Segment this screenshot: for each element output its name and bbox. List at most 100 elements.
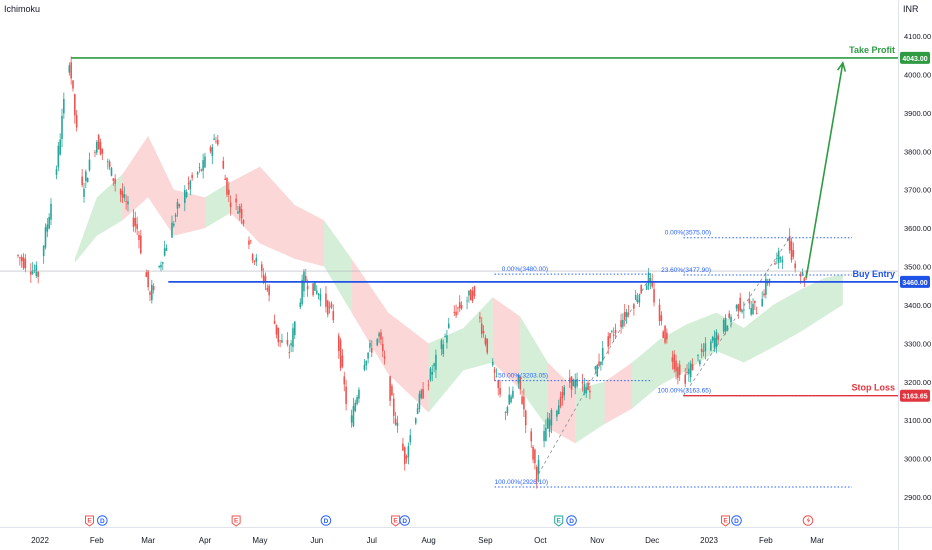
y-tick-label: 2900.00 xyxy=(904,493,931,502)
candle-body xyxy=(363,364,366,370)
candle-body xyxy=(634,294,637,300)
candle-body xyxy=(691,364,694,371)
y-tick-label: 4000.00 xyxy=(904,70,931,79)
candle-body xyxy=(776,257,778,259)
candle-body xyxy=(216,139,219,145)
candle-body xyxy=(189,180,192,190)
candle-body xyxy=(68,65,71,73)
candle-body xyxy=(185,191,188,197)
candle-body xyxy=(499,387,501,395)
ichimoku-cloud-segment xyxy=(173,189,205,236)
fib1-100-label: 100.00%(2926.10) xyxy=(495,479,549,486)
candle-body xyxy=(59,139,61,155)
candle-body xyxy=(279,340,281,342)
candle-body xyxy=(229,202,232,208)
projection-arrow-head xyxy=(836,61,847,72)
candle-body xyxy=(251,254,254,261)
candle-body xyxy=(743,309,745,311)
candle-body xyxy=(304,275,307,282)
candle-body xyxy=(755,313,758,315)
candle-body xyxy=(444,335,446,337)
candle-body xyxy=(237,211,239,214)
candle-body xyxy=(312,283,314,296)
candle-body xyxy=(389,376,391,401)
ichimoku-cloud-segment xyxy=(463,297,493,371)
ichimoku-cloud-segment xyxy=(492,297,521,390)
candle-body xyxy=(341,355,344,367)
candle-body xyxy=(697,354,699,356)
candle-body xyxy=(414,418,417,424)
candle-body xyxy=(689,363,692,378)
candle-body xyxy=(162,262,164,264)
candle-body xyxy=(794,263,796,269)
candle-body xyxy=(754,300,756,303)
candle-body xyxy=(625,312,628,317)
candle-body xyxy=(145,272,148,278)
candle-body xyxy=(94,152,96,154)
dividend-event-letter: D xyxy=(402,518,407,525)
candle-body xyxy=(119,189,122,195)
buy-entry-badge xyxy=(900,275,930,288)
ichimoku-cloud-segment xyxy=(204,181,231,229)
candle-body xyxy=(44,227,47,248)
candle-body xyxy=(42,245,45,256)
earnings-event-icon xyxy=(84,515,94,527)
candle-body xyxy=(158,265,160,268)
candle-body xyxy=(202,160,204,171)
buy-entry-label: Buy Entry xyxy=(852,269,895,279)
ichimoku-cloud-segment xyxy=(148,135,174,236)
candle-body xyxy=(583,384,586,394)
candle-body xyxy=(429,368,432,381)
candle-body xyxy=(559,397,562,407)
candle-body xyxy=(293,321,296,336)
candle-body xyxy=(17,255,19,256)
candle-body xyxy=(163,248,166,256)
candle-body xyxy=(453,312,456,313)
candle-body xyxy=(572,379,575,387)
candle-body xyxy=(699,360,701,365)
take-profit-badge xyxy=(900,51,930,64)
candle-body xyxy=(781,259,784,263)
ichimoku-cloud-segment xyxy=(687,312,717,371)
candle-body xyxy=(521,396,523,404)
candle-body xyxy=(99,142,102,155)
candle-body xyxy=(581,381,584,384)
x-tick-label: Oct xyxy=(534,536,547,545)
candle-body xyxy=(556,410,558,417)
candle-body xyxy=(24,258,27,269)
candle-body xyxy=(469,289,472,301)
y-tick-label: 3600.00 xyxy=(904,224,931,233)
candle-body xyxy=(317,293,320,296)
candle-body xyxy=(200,169,203,171)
candle-body xyxy=(85,171,87,181)
candle-body xyxy=(286,340,289,345)
candle-body xyxy=(30,271,32,275)
candle-body xyxy=(640,285,643,293)
take-profit-badge-text: 4043.00 xyxy=(902,56,927,63)
candle-body xyxy=(391,385,393,396)
candle-body xyxy=(134,218,137,226)
candle-body xyxy=(394,418,397,425)
candle-body xyxy=(677,367,679,378)
candle-body xyxy=(171,222,173,238)
candle-body xyxy=(215,140,217,142)
candle-body xyxy=(330,303,333,308)
candle-body xyxy=(662,331,665,338)
stop-loss-badge-text: 3163.65 xyxy=(902,394,927,401)
candle-body xyxy=(396,422,399,427)
ichimoku-cloud-segment xyxy=(259,166,295,259)
candle-body xyxy=(596,364,599,377)
candle-body xyxy=(110,167,113,176)
candle-body xyxy=(761,298,763,307)
candle-body xyxy=(633,304,635,309)
candle-body xyxy=(152,286,155,291)
candle-body xyxy=(534,449,536,464)
candle-body xyxy=(178,204,181,207)
candle-body xyxy=(315,290,318,294)
candle-body xyxy=(50,203,52,220)
candle-body xyxy=(557,405,560,415)
ichimoku-cloud-segment xyxy=(824,274,843,317)
candle-body xyxy=(447,323,450,328)
candle-body xyxy=(735,305,738,309)
